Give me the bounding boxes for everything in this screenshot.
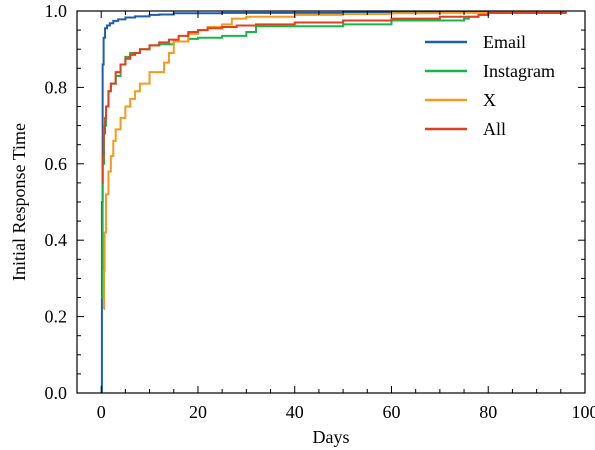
x-tick-labels: 0 20 40 60 80 100 — [97, 402, 595, 422]
legend-label-instagram: Instagram — [483, 61, 555, 81]
series-line-email — [100, 11, 567, 393]
series-lines — [100, 11, 567, 393]
x-tick-label: 20 — [189, 402, 207, 422]
series-line-all — [101, 11, 567, 184]
x-tick-label: 40 — [286, 402, 304, 422]
x-tick-label: 60 — [382, 402, 400, 422]
x-tick-label: 80 — [479, 402, 497, 422]
plot-frame — [76, 10, 586, 394]
x-tick-label: 100 — [572, 402, 595, 422]
legend: Email Instagram X All — [425, 32, 555, 139]
y-axis-label: Initial Response Time — [9, 123, 29, 281]
y-tick-label: 0.2 — [45, 307, 68, 327]
y-tick-label: 1.0 — [45, 1, 68, 21]
x-tick-label: 0 — [97, 402, 106, 422]
series-line-x — [103, 11, 567, 310]
y-tick-label: 0.4 — [45, 230, 68, 250]
y-tick-label: 0.8 — [45, 77, 68, 97]
series-line-instagram — [101, 11, 566, 299]
y-tick-label: 0.6 — [45, 154, 68, 174]
x-axis-label: Days — [313, 427, 350, 447]
legend-label-email: Email — [483, 32, 526, 52]
legend-label-x: X — [483, 90, 496, 110]
y-tick-labels: 0.0 0.2 0.4 0.6 0.8 1.0 — [45, 1, 68, 403]
y-tick-label: 0.0 — [45, 383, 68, 403]
legend-label-all: All — [483, 119, 506, 139]
